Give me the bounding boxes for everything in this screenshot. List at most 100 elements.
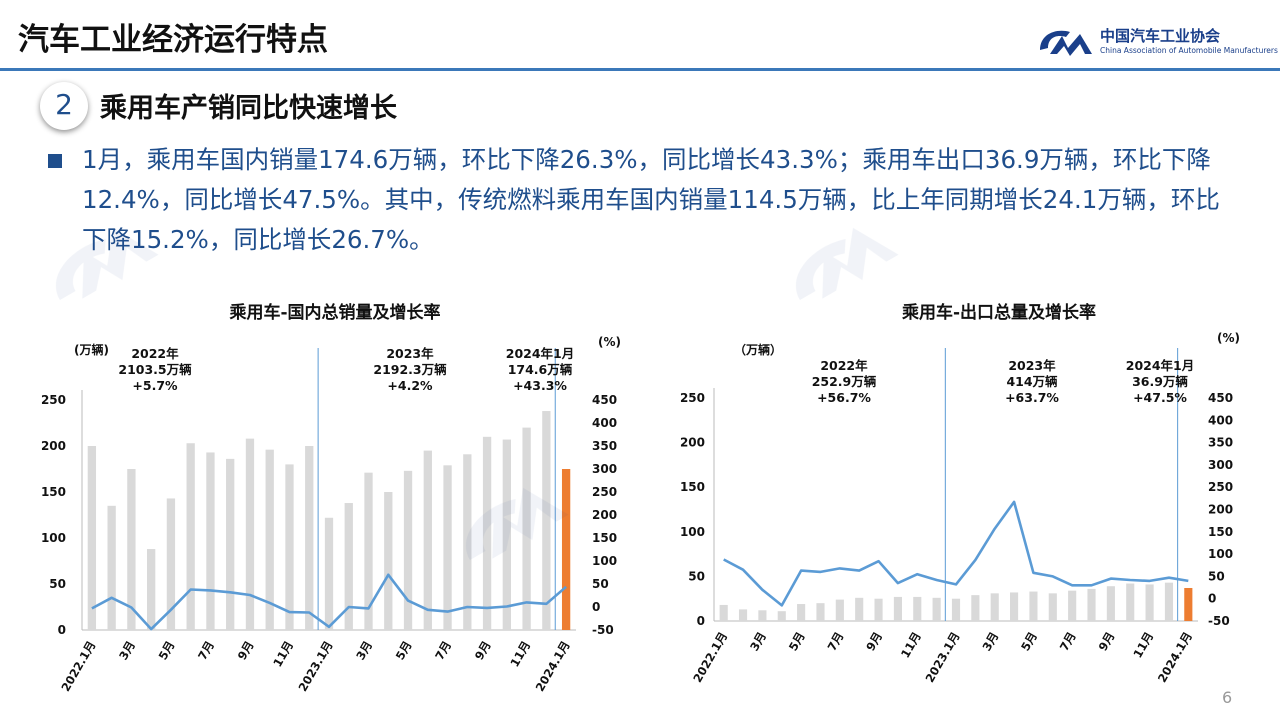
bar [403,470,413,630]
x-tick-label: 5月 [393,639,415,663]
y2-axis-label: (%) [1217,331,1240,345]
x-tick-label: 2023.1月 [923,630,963,685]
x-tick-label: 3月 [353,639,375,663]
bar [758,610,767,621]
bar [1106,586,1115,621]
bar [206,452,215,630]
bar [245,438,255,630]
y2-tick-label: 50 [592,577,609,591]
logo-name-en: China Association of Automobile Manufact… [1100,46,1278,55]
bar [344,503,353,630]
y2-tick-label: 100 [1208,547,1233,561]
bar [265,449,274,630]
bar [855,597,864,621]
bar [147,549,156,630]
bar [913,596,922,621]
x-tick-label: 7月 [825,630,847,654]
page-title: 汽车工业经济运行特点 [18,22,328,58]
x-tick-label: 11月 [1130,630,1156,661]
section-number: 2 [55,88,73,121]
y-tick-label: 250 [680,391,705,405]
x-tick-label: 11月 [898,630,924,661]
chart-annotation: 2022年 [820,358,868,373]
bar [87,446,97,630]
bar [364,472,373,630]
bar [443,465,452,630]
bar [874,598,883,621]
section-number-badge: 2 [40,82,88,130]
highlight-bar [1184,587,1193,621]
page-number: 6 [1222,688,1233,707]
chart-annotation: +5.7% [132,378,178,393]
y-tick-label: 0 [697,614,705,628]
caam-logo: 中国汽车工业协会 China Association of Automobile… [1036,24,1278,62]
bar [893,596,902,621]
bar [1048,593,1057,621]
y2-tick-label: 400 [1208,413,1233,427]
section-title: 乘用车产销同比快速增长 [100,93,397,124]
bar [166,498,176,630]
export-volume-chart: 乘用车-出口总量及增长率 （万辆） (%) 0 50 100 150 200 250 -50 0 50… [680,302,1240,685]
chart-annotation: 2023年 [1008,358,1056,373]
y-tick-label: 200 [41,439,66,453]
chart-annotation: 36.9万辆 [1132,374,1188,389]
x-tick-label: 9月 [1096,630,1118,654]
y2-tick-label: 50 [1208,569,1225,583]
y2-tick-label: 200 [1208,503,1233,517]
growth-rate-line [91,573,567,631]
bar [127,469,136,630]
y2-tick-label: 100 [592,554,617,568]
bar [816,603,825,621]
y-tick-label: 150 [41,485,66,499]
y2-tick-label: -50 [1208,614,1230,628]
bar [502,439,511,630]
y-tick-label: 200 [680,436,705,450]
y2-tick-label: 350 [1208,436,1233,450]
domestic-sales-chart: 乘用车-国内总销量及增长率 (万辆) (%) 0 50 100 150 200 250 -50 0 5… [41,302,621,694]
chart-annotation: 2024年1月 [506,346,575,361]
header-divider [0,68,1280,71]
chart-annotation: 414万辆 [1006,374,1058,389]
x-tick-label: 11月 [507,639,533,670]
x-tick-label: 7月 [432,639,454,663]
y2-tick-label: 250 [1208,480,1233,494]
y-tick-label: 100 [41,531,66,545]
bullet-icon [48,154,62,168]
x-tick-label: 2022.1月 [58,639,98,694]
bar [971,595,980,621]
chart-annotation: +47.5% [1133,390,1187,405]
bar [1029,591,1038,621]
x-tick-label: 9月 [863,630,885,654]
x-tick-label: 9月 [472,639,494,663]
y2-tick-label: 150 [1208,525,1233,539]
bar [777,611,786,621]
bar [1145,584,1154,621]
x-tick-label: 3月 [979,630,1001,654]
caam-logo-icon [1040,30,1092,56]
chart-annotation: 252.9万辆 [812,374,877,389]
bar [1126,583,1135,621]
y-tick-label: 150 [680,480,705,494]
y2-tick-label: 350 [592,439,617,453]
x-tick-label: 5月 [156,639,178,663]
y2-tick-label: -50 [592,623,614,637]
bar [1068,590,1077,621]
bar [384,492,393,630]
chart-annotation: 2024年1月 [1126,358,1195,373]
x-tick-label: 11月 [270,639,296,670]
y-axis-label: （万辆） [734,342,782,357]
y2-tick-label: 250 [592,485,617,499]
x-tick-label: 7月 [1057,630,1079,654]
logo-name-cn: 中国汽车工业协会 [1100,27,1221,45]
y-tick-label: 50 [688,569,705,583]
y2-tick-label: 150 [592,531,617,545]
bar [463,454,472,630]
growth-rate-line [723,500,1189,607]
y2-tick-label: 450 [1208,391,1233,405]
bar [1164,582,1174,621]
bar [1087,588,1096,621]
chart-annotation: +43.3% [513,378,567,393]
bar [226,458,235,630]
bar [423,450,432,630]
y2-tick-label: 0 [592,600,600,614]
